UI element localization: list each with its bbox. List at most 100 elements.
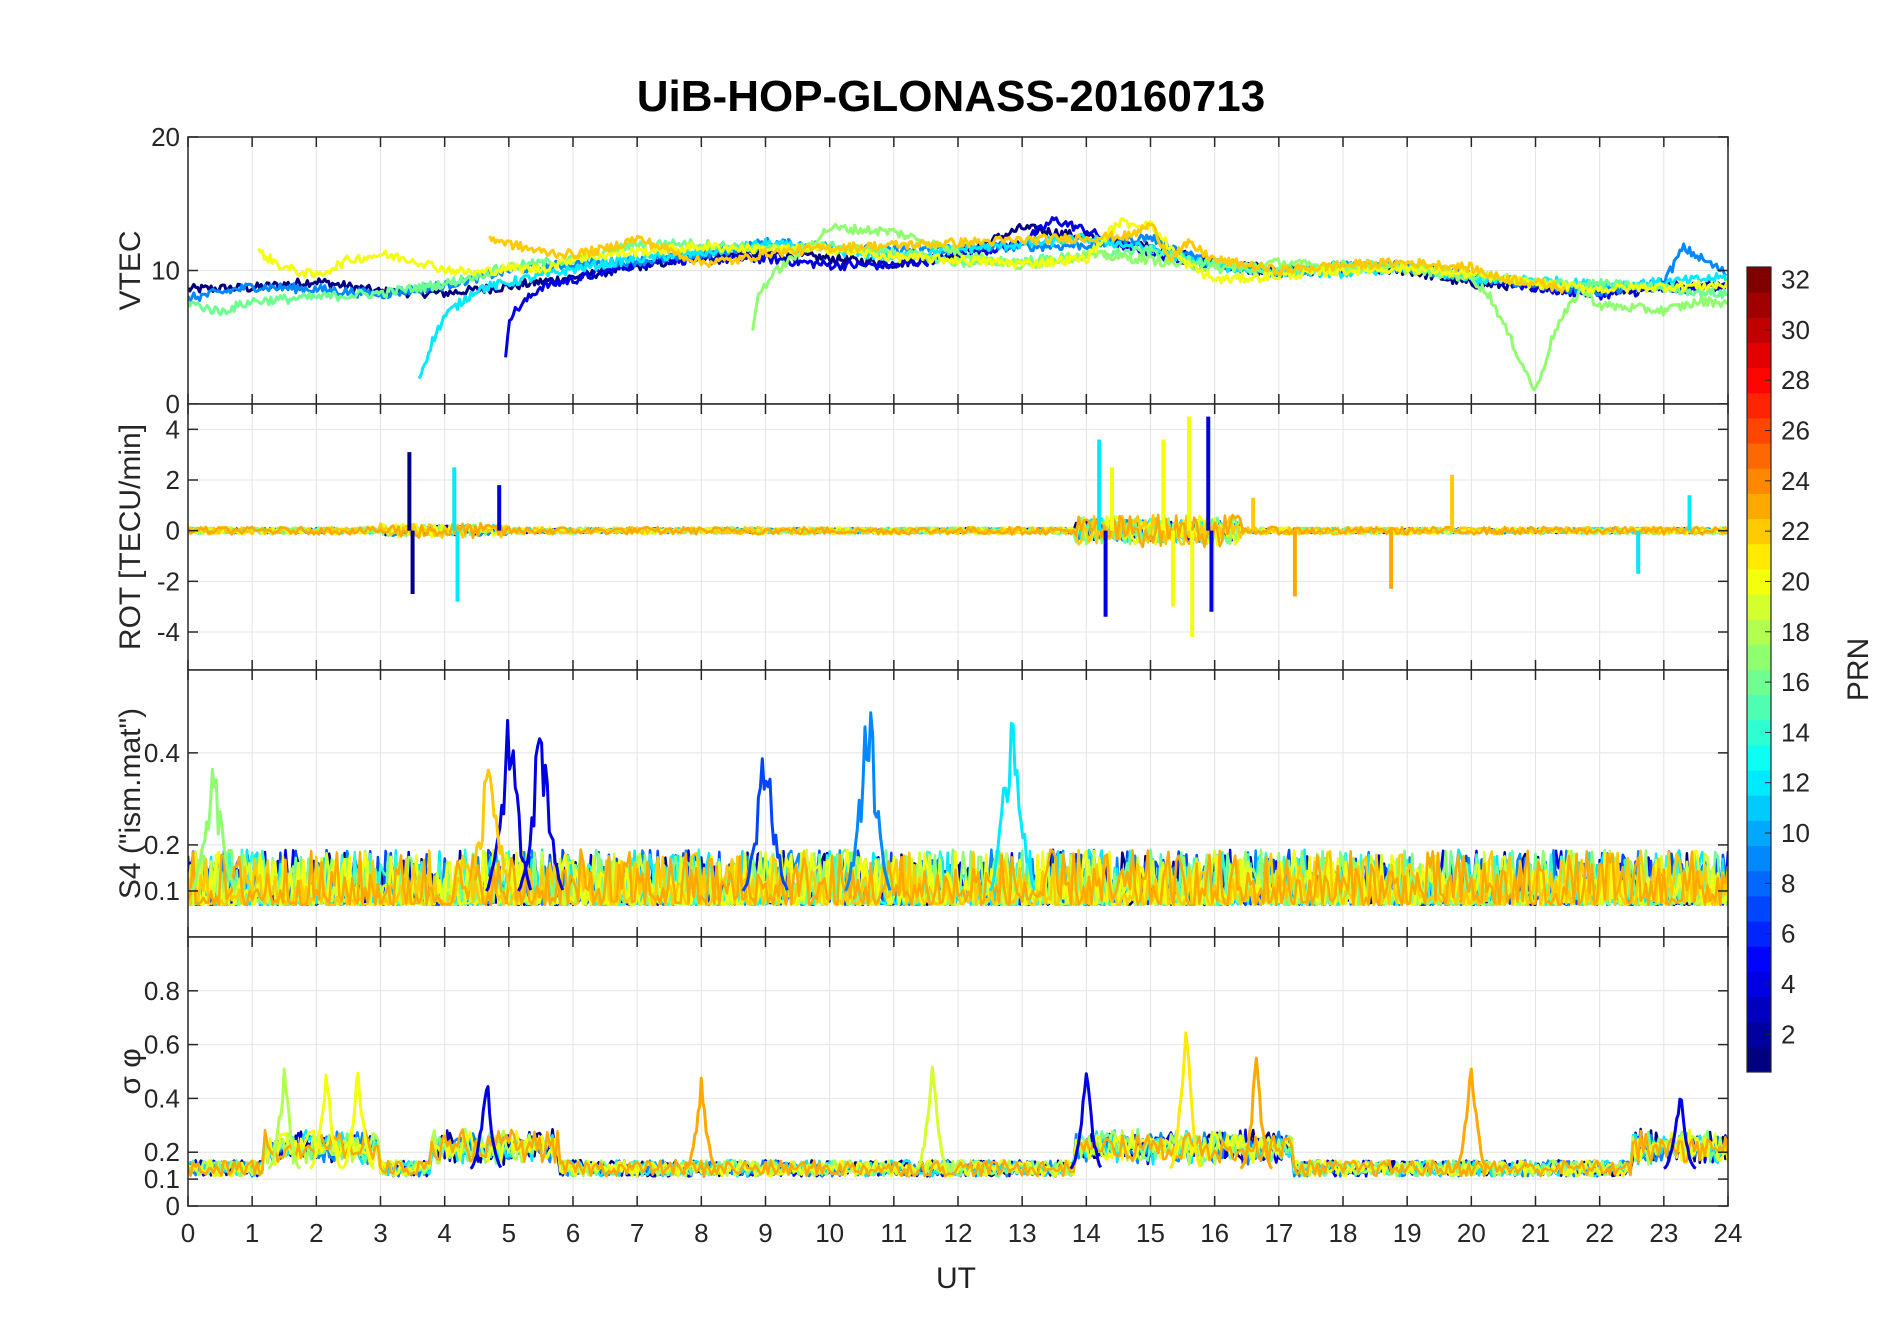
colorbar-tick-label: 8 — [1781, 868, 1795, 898]
sigma-peak — [1454, 1067, 1489, 1170]
colorbar-tick-label: 24 — [1781, 466, 1810, 496]
y-tick-label: 10 — [151, 256, 180, 286]
s4-peak — [517, 737, 565, 892]
sigma-peak — [309, 1073, 343, 1170]
colorbar-tick-label: 10 — [1781, 818, 1810, 848]
x-tick-label: 1 — [245, 1218, 259, 1248]
colorbar-tick-label: 32 — [1781, 265, 1810, 295]
colorbar-swatch — [1747, 845, 1771, 872]
y-tick-label: 0 — [166, 1191, 180, 1221]
series-group-s4 — [188, 711, 1728, 907]
series-line-prn-22 — [488, 222, 1567, 294]
x-tick-label: 15 — [1136, 1218, 1165, 1248]
colorbar-swatch — [1747, 342, 1771, 369]
series-line-prn-20 — [257, 217, 1728, 295]
x-tick-label: 6 — [566, 1218, 580, 1248]
sigma-peak — [1069, 1072, 1103, 1170]
y-axis-label-rot: ROT [TECU/min] — [114, 424, 147, 650]
colorbar-tick-label: 6 — [1781, 919, 1795, 949]
colorbar-swatch — [1747, 996, 1771, 1023]
x-tick-label: 22 — [1585, 1218, 1614, 1248]
s4-peak — [988, 721, 1036, 892]
colorbar-swatch — [1747, 392, 1771, 419]
series-line-prn-23 — [188, 848, 1728, 907]
y-tick-label: 2 — [166, 465, 180, 495]
colorbar-swatch — [1747, 895, 1771, 922]
s4-peak — [485, 718, 533, 892]
x-tick-label: 23 — [1649, 1218, 1678, 1248]
x-tick-label: 13 — [1008, 1218, 1037, 1248]
y-tick-label: -4 — [157, 617, 180, 647]
x-tick-label: 2 — [309, 1218, 323, 1248]
x-tick-label: 9 — [758, 1218, 772, 1248]
colorbar-frame — [1746, 266, 1772, 1073]
sigma-peak — [1239, 1056, 1274, 1170]
colorbar-label: PRN — [1842, 638, 1875, 701]
y-tick-label: 0.1 — [144, 1164, 180, 1194]
panel-rot: -4 -2 0 2 4 ROT [TECU/min] — [114, 403, 1729, 671]
colorbar-swatch — [1747, 1046, 1771, 1073]
colorbar-tick-label: 12 — [1781, 768, 1810, 798]
sigma-peak — [469, 1085, 503, 1170]
colorbar-tick-label: 16 — [1781, 667, 1810, 697]
x-tick-label: 7 — [630, 1218, 644, 1248]
series-group-sigma_phi — [188, 1031, 1728, 1178]
x-tick-label: 21 — [1521, 1218, 1550, 1248]
x-tick-label: 5 — [502, 1218, 516, 1248]
x-tick-label: 0 — [181, 1218, 195, 1248]
figure-title: UiB-HOP-GLONASS-20160713 — [636, 72, 1266, 121]
panel-sigma_phi: 00.10.20.40.60.80 1 2 3 4 5 6 7 8 9 10 11 12 13 14 15 16… — [114, 936, 1743, 1248]
s4-peak — [741, 757, 789, 892]
x-tick-label: 24 — [1714, 1218, 1743, 1248]
colorbar-tick-label: 26 — [1781, 416, 1810, 446]
colorbar-swatch — [1747, 493, 1771, 520]
colorbar-tick-label: 2 — [1781, 1019, 1795, 1049]
y-tick-label: 20 — [151, 122, 180, 152]
series-group-rot — [188, 416, 1728, 638]
s4-peak — [190, 767, 237, 892]
x-tick-label: 17 — [1264, 1218, 1293, 1248]
y-tick-label: 0 — [166, 389, 180, 419]
y-tick-label: 0.1 — [144, 876, 180, 906]
x-tick-label: 11 — [880, 1218, 907, 1248]
panel-s4: 0.1 0.2 0.4S4 ("ism.mat") — [114, 669, 1729, 938]
x-tick-label: 12 — [944, 1218, 973, 1248]
y-axis-label-s4: S4 ("ism.mat") — [114, 708, 147, 899]
x-tick-label: 10 — [815, 1218, 844, 1248]
colorbar-tick-label: 22 — [1781, 516, 1810, 546]
x-tick-label: 3 — [373, 1218, 387, 1248]
x-tick-label: 19 — [1393, 1218, 1422, 1248]
colorbar-tick-label: 28 — [1781, 365, 1810, 395]
colorbar-tick-label: 20 — [1781, 566, 1810, 596]
series-group-vtec — [188, 216, 1728, 392]
sigma-peak — [1168, 1031, 1202, 1170]
y-tick-label: 0.8 — [144, 976, 180, 1006]
x-axis-label: UT — [936, 1262, 976, 1295]
y-axis-label-vtec: VTEC — [114, 230, 147, 310]
colorbar-swatch — [1747, 543, 1771, 570]
sigma-peak — [341, 1071, 375, 1170]
x-tick-label: 18 — [1329, 1218, 1358, 1248]
y-axis-label-sigma_phi: σ φ — [114, 1048, 147, 1094]
colorbar-swatch — [1747, 946, 1771, 972]
x-tick-label: 20 — [1457, 1218, 1486, 1248]
y-tick-label: 0 — [166, 516, 180, 546]
x-tick-label: 4 — [437, 1218, 451, 1248]
colorbar-tick-label: 18 — [1781, 617, 1810, 647]
colorbar-swatch — [1747, 292, 1771, 318]
series-line-prn-22 — [188, 513, 1728, 546]
sigma-peak — [915, 1065, 949, 1170]
colorbar-swatch — [1747, 644, 1771, 670]
x-tick-label: 14 — [1072, 1218, 1101, 1248]
y-tick-label: 0.2 — [144, 830, 180, 860]
y-tick-label: 0.2 — [144, 1137, 180, 1167]
s4-peak — [465, 768, 513, 892]
series-line-prn-23 — [188, 1128, 1728, 1178]
sigma-peak — [684, 1076, 717, 1170]
y-tick-label: 0.6 — [144, 1030, 180, 1060]
colorbar-swatch — [1747, 795, 1771, 821]
y-tick-label: 4 — [166, 414, 180, 444]
